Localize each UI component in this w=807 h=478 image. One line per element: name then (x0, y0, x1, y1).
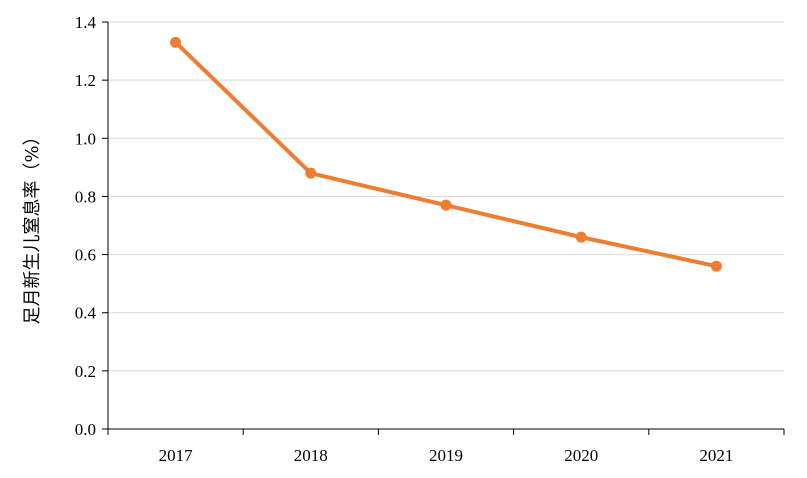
data-point (710, 260, 722, 272)
y-tick-label: 0.0 (75, 420, 96, 439)
tick-labels: 0.0 0.2 0.4 0.6 0.8 1.0 1.2 1.4 2017 2018 2019 2020… (75, 13, 734, 465)
axes (102, 21, 785, 435)
data-point (305, 167, 317, 179)
series-line (173, 40, 719, 269)
y-tick-label: 0.8 (75, 187, 96, 206)
y-tick-label: 0.6 (75, 246, 96, 265)
y-axis-title: 足月新生儿窒息率（%） (22, 127, 43, 324)
y-tick-label: 0.4 (75, 304, 97, 323)
gridlines (108, 21, 784, 372)
y-tick-label: 0.2 (75, 362, 96, 381)
x-tick-label: 2021 (699, 446, 733, 465)
data-point (170, 36, 182, 48)
x-tick-label: 2018 (294, 446, 328, 465)
y-tick-label: 1.4 (75, 13, 97, 32)
y-tick-label: 1.2 (75, 71, 96, 90)
x-tick-label: 2019 (429, 446, 463, 465)
x-tick-label: 2017 (159, 446, 194, 465)
series (170, 36, 722, 272)
y-tick-label: 1.0 (75, 129, 96, 148)
x-tick-label: 2020 (564, 446, 598, 465)
data-point (575, 231, 587, 243)
data-point (440, 199, 452, 211)
